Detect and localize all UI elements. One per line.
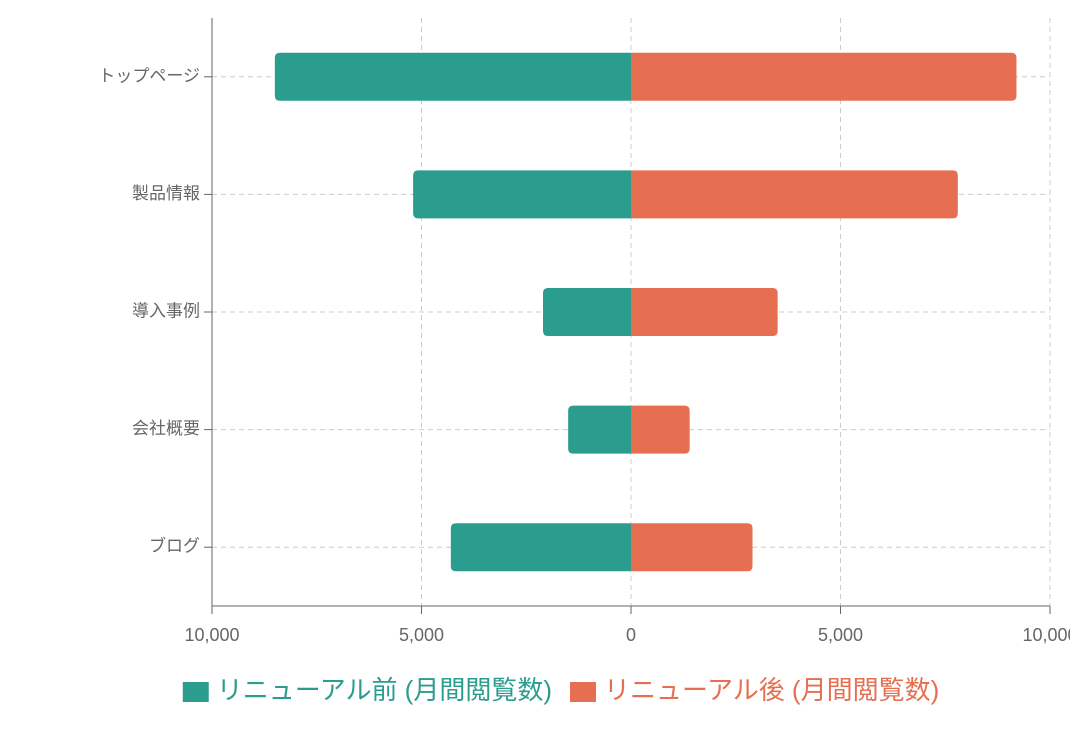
bar <box>631 288 778 336</box>
y-tick-label: トップページ <box>98 66 200 85</box>
x-tick-label: 5,000 <box>399 625 444 645</box>
bar <box>631 52 1017 101</box>
bar <box>413 170 631 219</box>
bar <box>631 170 958 219</box>
y-tick-label: 会社概要 <box>132 419 200 438</box>
bar <box>631 405 690 454</box>
legend-label: リニューアル後 (月間閲覧数) <box>604 675 939 705</box>
legend-label: リニューアル前 (月間閲覧数) <box>217 675 552 705</box>
legend-swatch <box>182 682 209 702</box>
y-tick-label: ブログ <box>149 536 200 556</box>
y-tick-label: 導入事例 <box>132 301 200 320</box>
y-tick-label: 製品情報 <box>132 184 200 203</box>
bar <box>274 52 631 101</box>
bar <box>450 523 631 572</box>
x-tick-label: 10,000 <box>1022 625 1070 645</box>
bar <box>631 523 753 572</box>
x-tick-label: 10,000 <box>184 625 239 645</box>
x-tick-label: 5,000 <box>818 625 863 645</box>
bar <box>543 288 631 336</box>
bar <box>568 405 631 454</box>
legend-swatch <box>570 682 596 702</box>
x-tick-label: 0 <box>626 625 636 645</box>
